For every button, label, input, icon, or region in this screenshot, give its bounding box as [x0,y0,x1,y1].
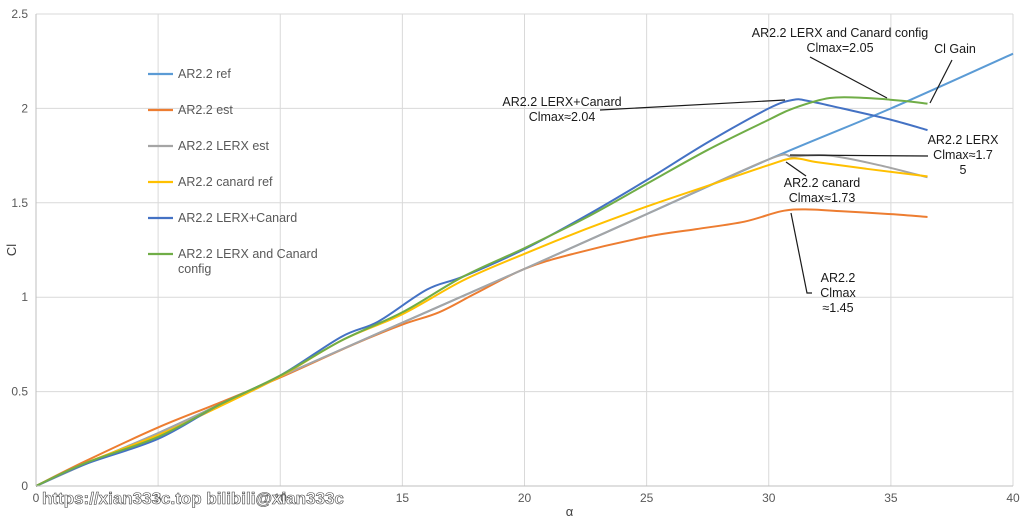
annotation-label: Clmax=2.05 [806,41,873,55]
annotation-label: 5 [960,163,967,177]
x-tick-label: 20 [518,491,532,505]
annotation-label: AR2.2 LERX+Canard [502,95,621,109]
annotation-label: Clmax≈1.7 [933,148,993,162]
watermark-text: https://xian333c.top bilibili@xian333c [42,489,344,508]
series-line-5 [35,96,928,487]
legend-label: AR2.2 ref [178,67,231,81]
annotation-label: AR2.2 LERX and Canard config [752,26,929,40]
annotation-label: ≈1.45 [822,301,853,315]
x-tick-label: 25 [640,491,654,505]
y-tick-label: 2.5 [11,7,28,21]
legend-label: AR2.2 LERX and Canard [178,247,318,261]
x-tick-label: 10 [274,491,288,505]
y-tick-label: 0 [21,479,28,493]
legend-label: AR2.2 LERX est [178,139,270,153]
x-axis-title: α [566,504,574,519]
x-tick-label: 30 [762,491,776,505]
y-tick-label: 1.5 [11,196,28,210]
y-tick-label: 0.5 [11,385,28,399]
annotation-label: AR2.2 LERX [928,133,1000,147]
y-axis-title: Cl [4,244,19,256]
annotation-leader [809,56,888,99]
series-line-3 [35,157,928,487]
legend-label: AR2.2 est [178,103,233,117]
series-line-1 [35,208,928,487]
legend-label: AR2.2 canard ref [178,175,273,189]
x-tick-label: 0 [33,491,40,505]
y-tick-label: 2 [21,101,28,115]
x-tick-label: 15 [396,491,410,505]
annotation-label: AR2.2 canard [784,176,860,190]
x-tick-label: 5 [155,491,162,505]
x-tick-label: 40 [1006,491,1020,505]
annotation-leader [785,161,807,177]
annotation-label: Cl Gain [934,42,976,56]
annotation-leader [789,154,929,157]
annotation-label: Clmax≈1.73 [789,191,856,205]
legend-label: config [178,262,211,276]
annotation-leader [790,212,812,294]
annotation-label: Clmax [820,286,856,300]
annotation-label: Clmax≈2.04 [529,110,596,124]
y-tick-label: 1 [21,290,28,304]
x-tick-label: 35 [884,491,898,505]
annotation-leader [599,99,786,111]
annotation-leader [929,59,953,104]
annotation-label: AR2.2 [821,271,856,285]
legend-label: AR2.2 LERX+Canard [178,211,297,225]
